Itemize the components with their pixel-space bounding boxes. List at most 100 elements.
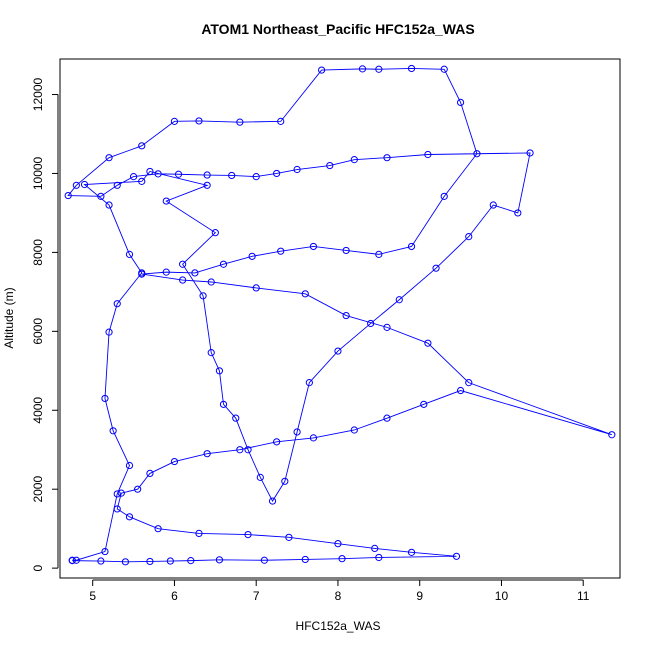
data-point — [203, 181, 211, 189]
data-point — [514, 209, 522, 217]
y-tick-label: 12000 — [31, 78, 45, 112]
plot-frame — [59, 58, 621, 579]
data-point — [375, 250, 383, 258]
data-point — [72, 181, 80, 189]
y-tick-label: 0 — [31, 564, 45, 571]
data-point — [138, 270, 146, 278]
data-point — [268, 497, 277, 505]
x-tick-label: 7 — [253, 589, 260, 603]
data-point — [407, 242, 416, 251]
data-point — [187, 557, 195, 565]
x-axis: 5 6 7 8 9 10 11 — [89, 579, 590, 603]
data-point — [424, 339, 432, 347]
data-point — [358, 65, 367, 73]
data-point — [166, 557, 174, 565]
data-point — [465, 379, 473, 387]
data-point — [146, 469, 154, 478]
data-point — [64, 191, 72, 200]
data-point — [432, 264, 440, 272]
data-point — [350, 156, 358, 164]
y-tick-label: 10000 — [31, 156, 45, 190]
data-point — [407, 64, 416, 73]
data-point — [456, 386, 465, 395]
data-point — [236, 446, 244, 454]
data-point — [420, 400, 428, 408]
data-point — [526, 149, 534, 157]
data-point — [203, 450, 211, 458]
data-point — [440, 192, 448, 200]
data-point — [219, 400, 228, 408]
series-line — [67, 68, 612, 563]
data-point — [134, 485, 142, 493]
data-point — [228, 171, 236, 180]
data-point — [203, 171, 211, 179]
data-point — [452, 552, 461, 560]
x-axis-label: HFC152a_WAS — [296, 619, 381, 633]
data-point — [244, 446, 252, 454]
data-point — [277, 247, 285, 255]
data-point — [244, 530, 252, 539]
data-point — [383, 414, 391, 422]
data-point — [113, 181, 121, 189]
series-layer — [64, 64, 616, 566]
data-point — [195, 529, 203, 538]
data-point — [407, 548, 416, 556]
data-point — [146, 167, 154, 176]
data-point — [334, 540, 342, 548]
data-point — [293, 165, 301, 174]
data-point — [113, 505, 121, 513]
data-point — [154, 525, 162, 533]
data-point — [277, 117, 285, 125]
data-point — [174, 170, 183, 178]
chart-title: ATOM1 Northeast_Pacific HFC152a_WAS — [201, 21, 474, 37]
data-point — [465, 233, 473, 241]
data-point — [97, 192, 105, 200]
x-tick-label: 9 — [416, 589, 423, 603]
data-point — [162, 197, 170, 205]
data-point — [113, 300, 121, 308]
data-point — [121, 558, 130, 566]
data-point — [326, 161, 334, 170]
data-point — [305, 379, 313, 387]
data-point — [154, 170, 162, 178]
data-point — [338, 555, 346, 563]
data-point — [101, 394, 109, 403]
x-tick-label: 5 — [89, 589, 96, 603]
data-point — [301, 290, 309, 298]
y-axis: 0 2000 4000 6000 8000 10000 12000 — [31, 78, 59, 571]
y-tick-label: 2000 — [31, 476, 45, 503]
data-point — [350, 426, 358, 434]
data-point — [195, 117, 203, 125]
data-point — [207, 349, 215, 357]
data-point — [473, 150, 481, 158]
data-point — [170, 457, 179, 466]
data-point — [138, 142, 146, 150]
data-point — [68, 557, 76, 565]
data-point — [211, 229, 219, 237]
data-point — [146, 557, 154, 566]
data-point — [215, 367, 224, 375]
data-point — [489, 201, 497, 209]
data-point — [199, 292, 207, 300]
y-axis-label: Altitude (m) — [2, 287, 16, 348]
data-point — [219, 260, 228, 268]
data-point — [281, 477, 289, 485]
x-tick-label: 6 — [171, 589, 178, 603]
data-point — [207, 278, 215, 286]
data-point — [72, 556, 80, 564]
data-point — [80, 180, 89, 189]
data-point — [309, 242, 318, 251]
data-point — [367, 319, 375, 328]
data-point — [371, 544, 379, 553]
data-point — [179, 276, 187, 284]
data-point — [179, 260, 187, 268]
data-point — [424, 150, 432, 159]
data-point — [125, 513, 134, 521]
data-point — [440, 65, 448, 73]
data-point — [113, 490, 121, 498]
data-point — [232, 414, 240, 422]
y-tick-label: 8000 — [31, 239, 45, 266]
data-point — [273, 438, 281, 446]
data-point — [342, 311, 350, 320]
data-point — [375, 553, 383, 562]
